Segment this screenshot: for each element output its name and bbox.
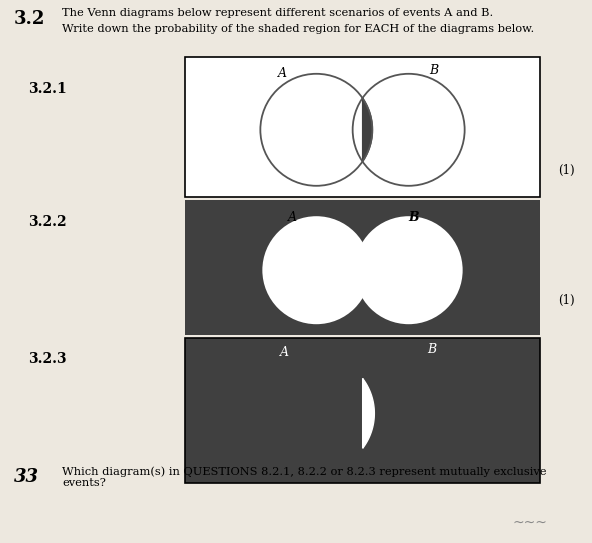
Bar: [185, 57, 540, 197]
Text: (1): (1): [558, 294, 575, 306]
Text: 3.2: 3.2: [14, 10, 46, 28]
Bar: [185, 200, 540, 335]
Circle shape: [262, 216, 371, 324]
Text: A: A: [278, 67, 287, 80]
Text: 3.2.3: 3.2.3: [28, 352, 67, 366]
Text: The Venn diagrams below represent different scenarios of events A and B.: The Venn diagrams below represent differ…: [62, 8, 493, 18]
Text: 3.2.1: 3.2.1: [28, 82, 67, 96]
Text: B: B: [408, 211, 419, 224]
Text: B: B: [429, 65, 439, 78]
Circle shape: [258, 356, 374, 471]
Polygon shape: [363, 378, 374, 449]
Text: A: A: [288, 211, 297, 224]
Text: (1): (1): [558, 163, 575, 176]
Text: A: A: [280, 346, 289, 359]
Bar: [185, 338, 540, 483]
Circle shape: [355, 216, 463, 324]
Text: Write down the probability of the shaded region for EACH of the diagrams below.: Write down the probability of the shaded…: [62, 24, 534, 34]
Text: ~~~: ~~~: [513, 516, 548, 530]
Circle shape: [350, 356, 466, 471]
Polygon shape: [363, 98, 372, 161]
Text: B: B: [427, 343, 436, 356]
Text: 33: 33: [14, 468, 39, 486]
Text: Which diagram(s) in QUESTIONS 8.2.1, 8.2.2 or 8.2.3 represent mutually exclusive: Which diagram(s) in QUESTIONS 8.2.1, 8.2…: [62, 466, 546, 488]
Text: 3.2.2: 3.2.2: [28, 215, 67, 229]
